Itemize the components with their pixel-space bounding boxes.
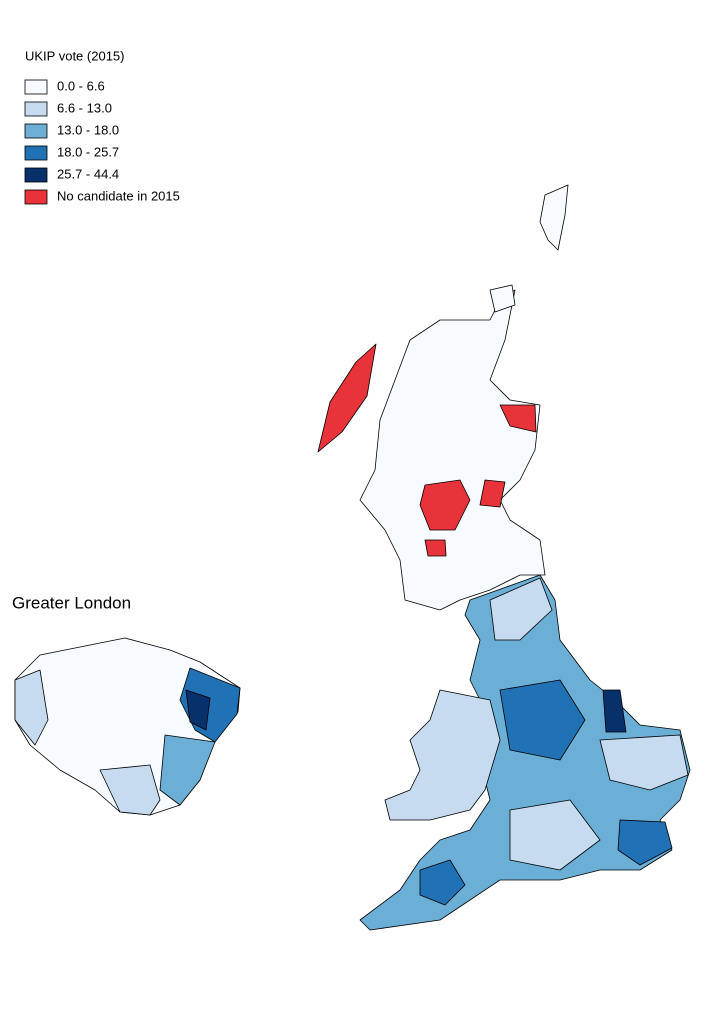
central-scotland: [419, 479, 471, 531]
legend-label: 6.6 - 13.0: [57, 100, 112, 115]
shetland: [539, 184, 569, 251]
legend-label: 25.7 - 44.4: [57, 166, 119, 181]
region-midlands: [499, 679, 586, 761]
glasgow: [424, 539, 447, 557]
region-north: [489, 577, 553, 641]
western-isles: [317, 343, 377, 453]
legend-swatch: [24, 167, 48, 183]
legend-title: UKIP vote (2015): [25, 48, 124, 63]
great-britain: [317, 184, 691, 931]
aberdeen: [499, 404, 537, 433]
legend-swatch: [24, 79, 48, 95]
region-southwest: [419, 859, 466, 906]
legend-swatch: [24, 189, 48, 205]
region-southeast: [617, 819, 673, 866]
legend-label: 0.0 - 6.6: [57, 78, 105, 93]
legend-swatch: [24, 145, 48, 161]
orkney: [489, 284, 516, 313]
scotland: [359, 289, 546, 611]
london-west: [14, 669, 49, 746]
legend-swatch: [24, 123, 48, 139]
dundee: [479, 479, 506, 508]
inset-title: Greater London: [12, 593, 131, 612]
region-east: [599, 734, 689, 791]
legend-swatch: [24, 101, 48, 117]
region-lincs: [602, 689, 627, 733]
legend-label: No candidate in 2015: [57, 188, 180, 203]
london-south: [99, 764, 161, 816]
london-inset: [14, 637, 241, 816]
wales: [384, 689, 501, 821]
legend-label: 18.0 - 25.7: [57, 144, 119, 159]
legend-label: 13.0 - 18.0: [57, 122, 119, 137]
london-dark: [185, 689, 211, 731]
legend: 0.0 - 6.6 6.6 - 13.0 13.0 - 18.0 18.0 - 25.…: [24, 78, 180, 205]
region-south: [509, 799, 601, 871]
london-southeast: [159, 734, 216, 806]
